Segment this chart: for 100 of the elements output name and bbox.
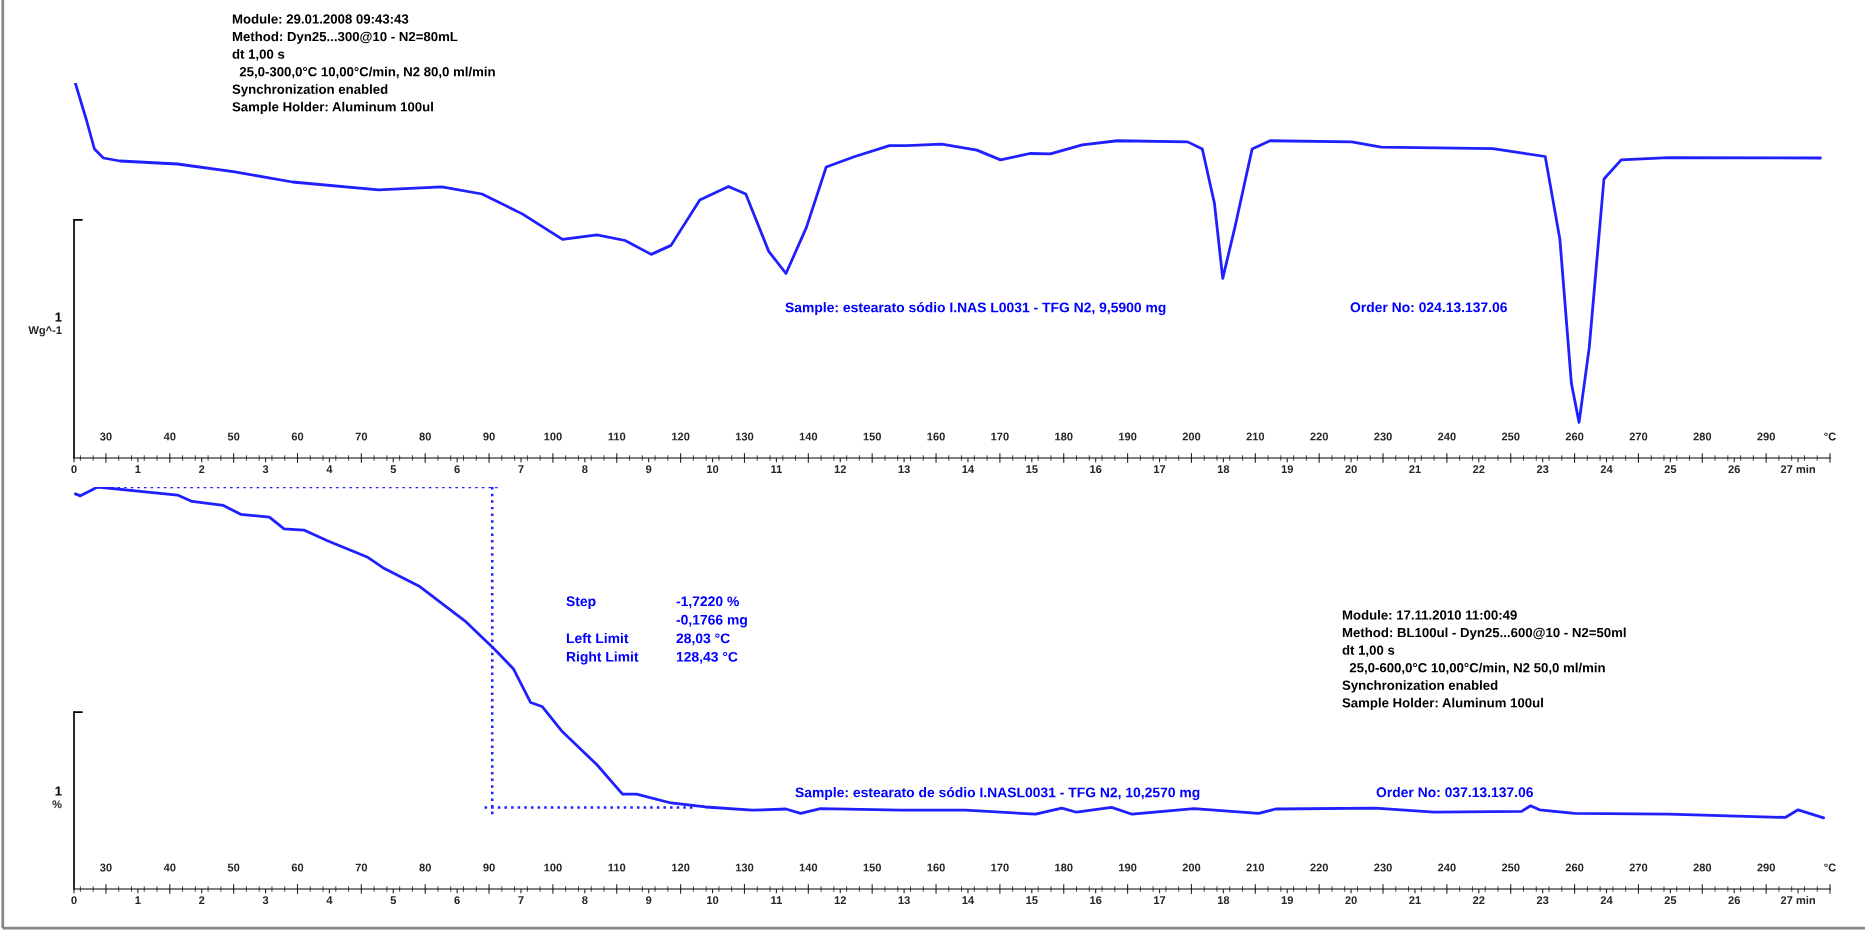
x2-tick-label: 19 — [1281, 465, 1293, 474]
x-tick-label: 160 — [927, 863, 945, 872]
x2-tick-label: 19 — [1281, 896, 1293, 905]
x-tick-label: 280 — [1693, 432, 1712, 441]
x-tick-label: 270 — [1629, 863, 1648, 872]
x2-tick-label: 6 — [454, 465, 460, 474]
x2-tick-label: 0 — [71, 465, 77, 474]
x2-tick-label: 24 — [1600, 465, 1613, 473]
annotation: Module: 17.11.2010 11:00:49 Method: BL100ul - Dyn25...600@10 - N2=50ml dt 1,00 s 25,0-600,0°C 10,00°C/min, N2 50,0 ml/min Synchronization enabled Sample Holder: Aluminum 100ul — [1342, 610, 1626, 711]
x2-tick-label: 23 — [1536, 465, 1549, 474]
x-tick-label: 60 — [291, 432, 304, 441]
x2-tick-label: 10 — [707, 465, 719, 474]
x-tick-label: 230 — [1374, 432, 1392, 441]
x-tick-label: 80 — [419, 432, 431, 441]
text: Step Left Limit Right Limit — [566, 596, 639, 665]
x-tick-label: 140 — [799, 432, 818, 441]
x-tick-label: 140 — [799, 863, 818, 872]
x-tick-label: 210 — [1246, 863, 1265, 872]
x-tick-label: 160 — [927, 432, 945, 441]
x-tick-label: 70 — [355, 432, 368, 441]
annotation: Module: 29.01.2008 09:43:43 Method: Dyn25...300@10 - N2=80mL dt 1,00 s 25,0-300,0°C 10,00°C/min, N2 80,0 ml/min Synchronization enabled Sample Holder: Aluminum 100ul — [232, 14, 495, 115]
x-tick-label: 180 — [1055, 863, 1073, 872]
text: 1 — [55, 786, 62, 796]
x2-tick-label: 8 — [582, 896, 588, 905]
x-tick-label: 70 — [355, 863, 368, 872]
x-tick-label: °C — [1824, 432, 1836, 441]
x-tick-label: 90 — [483, 432, 495, 441]
x2-tick-label: 9 — [645, 465, 652, 474]
x2-tick-label: 12 — [834, 465, 846, 473]
x-tick-label: 110 — [608, 863, 626, 872]
x-tick-label: 250 — [1501, 432, 1520, 441]
x-tick-label: 50 — [227, 863, 240, 872]
annotation: -1,7220 % -0,1766 mg 28,03 °C 128,43 °C — [676, 596, 747, 664]
x-tick-label: 170 — [991, 432, 1009, 441]
y-axis-title: % — [52, 800, 62, 809]
x2-tick-label: 17 — [1154, 465, 1166, 473]
x2-tick-label: 24 — [1600, 896, 1613, 904]
x-tick-label: 150 — [863, 863, 881, 872]
x2-tick-label: 14 — [962, 896, 975, 904]
x-tick-label: 290 — [1757, 863, 1775, 872]
x2-tick-label: 16 — [1090, 465, 1102, 474]
x2-tick-label: 13 — [898, 465, 910, 474]
x-tick-label: 240 — [1437, 432, 1456, 441]
x-tick-label: 50 — [227, 432, 240, 441]
x2-tick-label: 22 — [1473, 465, 1485, 473]
x2-tick-label: 17 — [1154, 896, 1166, 904]
x2-tick-label: 22 — [1473, 896, 1485, 904]
x2-tick-label: 25 — [1664, 465, 1677, 474]
x-tick-label: °C — [1824, 863, 1836, 872]
x-tick-label: 220 — [1310, 863, 1328, 872]
x2-tick-label: 5 — [390, 465, 397, 474]
x2-tick-label: 14 — [962, 465, 975, 473]
x-tick-label: 250 — [1501, 863, 1520, 872]
x2-tick-label: 21 — [1409, 465, 1421, 473]
x2-tick-label: 25 — [1664, 896, 1677, 905]
x2-tick-label: 26 — [1728, 896, 1740, 905]
x2-tick-label: 4 — [326, 465, 333, 473]
x2-tick-label: 20 — [1345, 896, 1357, 905]
x2-tick-label: 23 — [1536, 896, 1549, 905]
x-tick-label: 220 — [1310, 432, 1328, 441]
x-tick-label: 180 — [1055, 432, 1073, 441]
x2-tick-label: 6 — [454, 896, 460, 905]
x-tick-label: 270 — [1629, 432, 1648, 441]
y-axis-title: Wg^-1 — [28, 326, 62, 337]
x2-tick-label: 11 — [771, 896, 782, 904]
x2-tick-label: 15 — [1026, 465, 1038, 474]
x2-tick-label: 16 — [1090, 896, 1102, 905]
x-tick-label: 30 — [100, 432, 112, 441]
x2-tick-label: 7 — [518, 896, 524, 904]
x-tick-label: 120 — [672, 432, 690, 441]
x-tick-label: 80 — [419, 863, 431, 872]
x-tick-label: 260 — [1565, 863, 1584, 872]
x2-tick-label: 1 — [135, 465, 141, 473]
x2-tick-label: 26 — [1728, 465, 1740, 474]
annotation: Order No: 037.13.137.06 — [1376, 787, 1533, 798]
x-tick-label: 170 — [991, 863, 1009, 872]
x-tick-label: 190 — [1119, 863, 1137, 872]
x-tick-label: 100 — [544, 863, 562, 872]
x2-tick-label: 12 — [834, 896, 846, 904]
x2-tick-label: 3 — [262, 465, 269, 474]
x2-tick-label: 9 — [645, 896, 652, 905]
x2-tick-label: 27 min — [1780, 895, 1815, 904]
x2-tick-label: 1 — [135, 896, 141, 904]
x2-tick-label: 13 — [898, 896, 910, 905]
x2-tick-label: 15 — [1026, 896, 1038, 905]
x-tick-label: 130 — [735, 863, 754, 872]
x2-tick-label: 2 — [199, 896, 205, 904]
annotation: Order No: 024.13.137.06 — [1350, 302, 1507, 313]
x-tick-label: 210 — [1246, 432, 1265, 441]
x-tick-label: 200 — [1182, 432, 1201, 441]
x2-tick-label: 27 min — [1780, 464, 1815, 473]
x-tick-label: 130 — [735, 432, 754, 441]
x2-tick-label: 0 — [71, 896, 77, 905]
x2-tick-label: 11 — [771, 465, 782, 473]
x2-tick-label: 4 — [326, 896, 333, 904]
x-tick-label: 40 — [163, 432, 176, 441]
x-tick-label: 110 — [608, 432, 626, 441]
annotation: Sample: estearato sódio I.NAS L0031 - TFG N2, 9,5900 mg — [785, 302, 1166, 316]
x-tick-label: 260 — [1565, 432, 1584, 441]
x2-tick-label: 5 — [390, 896, 397, 905]
